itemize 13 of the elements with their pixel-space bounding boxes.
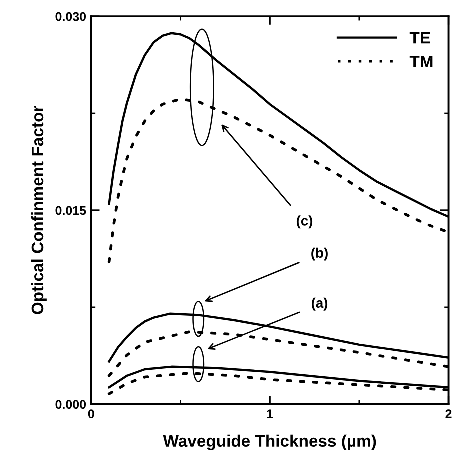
x-tick-label: 2 bbox=[446, 410, 452, 418]
x-tick-label: 1 bbox=[267, 410, 274, 418]
y-tick-label: 0.030 bbox=[56, 12, 86, 22]
annotation: (a) bbox=[312, 298, 328, 311]
x-axis-title: Waveguide Thickness (µm) bbox=[163, 434, 376, 450]
y-tick-label: 0.000 bbox=[56, 400, 86, 410]
y-axis-title: Optical Confinment Factor bbox=[31, 106, 47, 314]
annotation: (c) bbox=[296, 216, 313, 229]
x-tick-label: 0 bbox=[88, 410, 94, 418]
y-tick-label: 0.015 bbox=[56, 206, 86, 216]
legend-label: TM bbox=[410, 56, 433, 68]
legend-label: TE bbox=[410, 32, 430, 44]
annotation: (b) bbox=[312, 248, 328, 261]
